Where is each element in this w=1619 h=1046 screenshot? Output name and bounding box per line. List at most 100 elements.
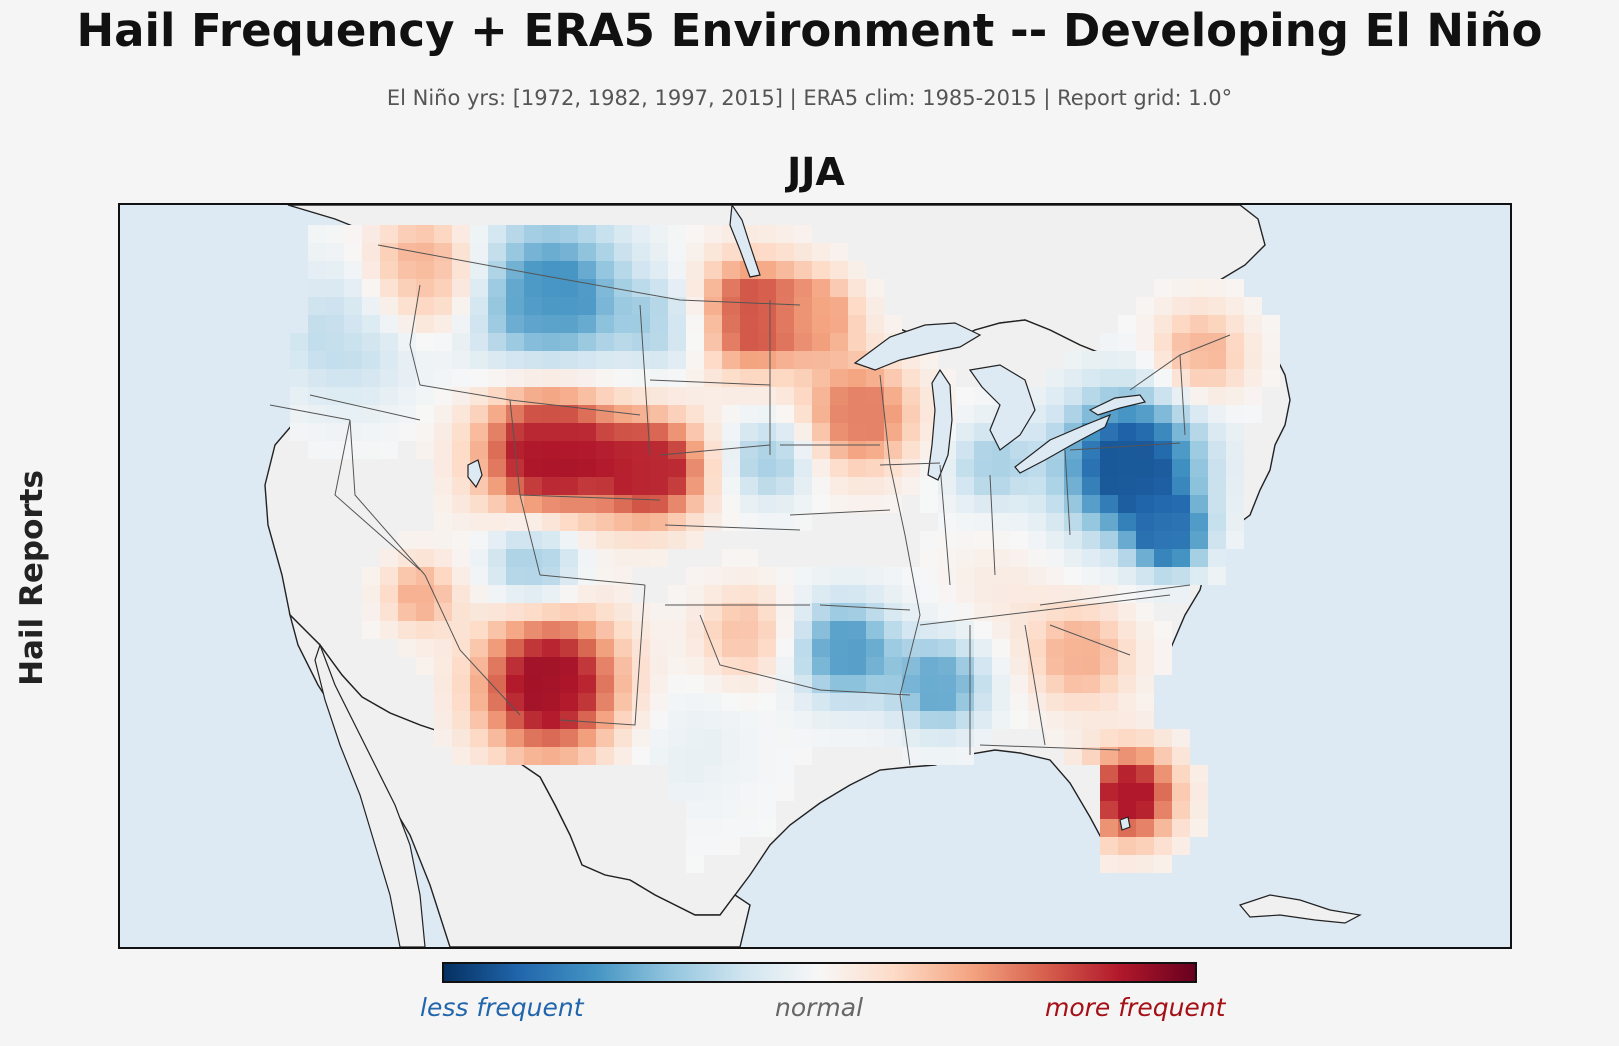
grid-cell xyxy=(434,513,452,531)
grid-cell xyxy=(794,243,812,261)
grid-cell xyxy=(1118,315,1136,333)
grid-cell xyxy=(668,657,686,675)
grid-cell xyxy=(920,351,938,369)
grid-cell xyxy=(1010,531,1028,549)
state-borders xyxy=(269,244,1231,766)
grid-cell xyxy=(560,531,578,549)
grid-cell xyxy=(1100,639,1118,657)
border-in-oh xyxy=(989,474,996,576)
grid-cell xyxy=(866,585,884,603)
grid-cell xyxy=(1226,351,1244,369)
grid-cell xyxy=(290,351,308,369)
lake-okeechobee xyxy=(1119,816,1131,831)
grid-cell xyxy=(758,423,776,441)
grid-cell xyxy=(380,297,398,315)
grid-cell xyxy=(506,747,524,765)
grid-cell xyxy=(650,639,668,657)
grid-cell xyxy=(758,711,776,729)
grid-cell xyxy=(560,225,578,243)
grid-cell xyxy=(704,567,722,585)
grid-cell xyxy=(524,567,542,585)
grid-cell xyxy=(488,567,506,585)
grid-cell xyxy=(506,315,524,333)
grid-cell xyxy=(722,639,740,657)
grid-cell xyxy=(956,513,974,531)
grid-cell xyxy=(1064,567,1082,585)
grid-cell xyxy=(542,585,560,603)
grid-cell xyxy=(416,423,434,441)
grid-cell xyxy=(1118,603,1136,621)
grid-cell xyxy=(686,423,704,441)
grid-cell xyxy=(1064,675,1082,693)
grid-cell xyxy=(848,279,866,297)
grid-cell xyxy=(956,729,974,747)
grid-cell xyxy=(1118,585,1136,603)
grid-cell xyxy=(758,585,776,603)
grid-cell xyxy=(596,387,614,405)
grid-cell xyxy=(632,621,650,639)
grid-cell xyxy=(1190,567,1208,585)
grid-cell xyxy=(650,315,668,333)
grid-cell xyxy=(506,549,524,567)
grid-cell xyxy=(380,369,398,387)
grid-cell xyxy=(866,279,884,297)
grid-cell xyxy=(830,621,848,639)
grid-cell xyxy=(380,441,398,459)
grid-cell xyxy=(668,765,686,783)
grid-cell xyxy=(290,423,308,441)
grid-cell xyxy=(812,495,830,513)
grid-cell xyxy=(326,369,344,387)
grid-cell xyxy=(1118,675,1136,693)
grid-cell xyxy=(380,405,398,423)
grid-cell xyxy=(614,387,632,405)
grid-cell xyxy=(758,603,776,621)
grid-cell xyxy=(1190,351,1208,369)
lake-ontario xyxy=(1088,394,1147,416)
grid-cell xyxy=(704,585,722,603)
grid-cell xyxy=(632,495,650,513)
grid-cell xyxy=(596,441,614,459)
grid-cell xyxy=(506,603,524,621)
grid-cell xyxy=(362,351,380,369)
grid-cell xyxy=(758,801,776,819)
grid-cell xyxy=(470,225,488,243)
grid-cell xyxy=(1190,495,1208,513)
grid-cell xyxy=(344,243,362,261)
grid-cell xyxy=(866,315,884,333)
grid-cell xyxy=(1064,711,1082,729)
grid-cell xyxy=(1118,441,1136,459)
grid-cell xyxy=(1172,567,1190,585)
grid-cell xyxy=(632,675,650,693)
border-pa-ny xyxy=(1069,442,1181,451)
grid-cell xyxy=(650,387,668,405)
grid-cell xyxy=(758,747,776,765)
grid-cell xyxy=(506,459,524,477)
border-canada-east xyxy=(1129,334,1231,391)
grid-cell xyxy=(1172,801,1190,819)
grid-cell xyxy=(398,621,416,639)
border-il-in xyxy=(939,464,951,586)
grid-cell xyxy=(1082,657,1100,675)
grid-cell xyxy=(1028,711,1046,729)
grid-cell xyxy=(740,657,758,675)
grid-cell xyxy=(362,387,380,405)
grid-cell xyxy=(668,603,686,621)
grid-cell xyxy=(740,549,758,567)
grid-cell xyxy=(848,657,866,675)
grid-cell xyxy=(542,729,560,747)
grid-cell xyxy=(542,495,560,513)
grid-cell xyxy=(506,495,524,513)
grid-cell xyxy=(1082,711,1100,729)
grid-cell xyxy=(704,279,722,297)
grid-cell xyxy=(614,369,632,387)
colorbar-more-label: more frequent xyxy=(1045,993,1226,1022)
grid-cell xyxy=(1100,369,1118,387)
grid-cell xyxy=(938,639,956,657)
grid-cell xyxy=(596,423,614,441)
grid-cell xyxy=(434,333,452,351)
grid-cell xyxy=(740,351,758,369)
grid-cell xyxy=(1046,549,1064,567)
grid-cell xyxy=(812,585,830,603)
grid-cell xyxy=(596,333,614,351)
grid-cell xyxy=(596,225,614,243)
